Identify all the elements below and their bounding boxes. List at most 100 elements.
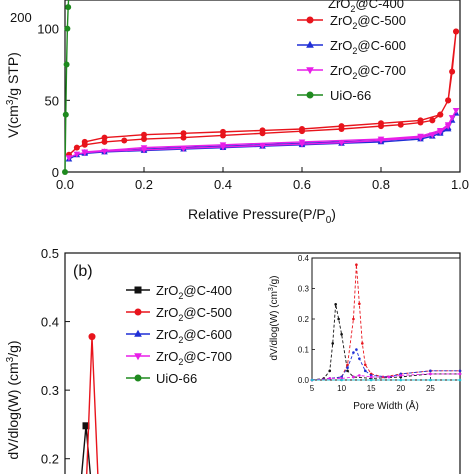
data-point — [63, 61, 70, 68]
panel-b-label: (b) — [73, 263, 93, 280]
data-point — [437, 111, 444, 118]
y-tick-label: 0.4 — [41, 315, 59, 330]
data-point — [180, 134, 187, 141]
data-point — [180, 145, 187, 152]
inset-data-point — [429, 372, 432, 376]
legend-marker — [306, 91, 314, 99]
data-point — [180, 130, 187, 137]
data-point — [81, 138, 88, 145]
inset-data-point — [355, 263, 358, 267]
data-point — [81, 149, 89, 156]
x-tick-label: 0.6 — [293, 177, 311, 192]
data-point — [299, 126, 305, 132]
legend-label: UiO-66 — [156, 371, 197, 386]
inset-data-point — [352, 351, 355, 354]
panel-a-plot — [62, 0, 460, 175]
inset-data-point — [352, 375, 355, 379]
inset-y-tick-label: 0.2 — [298, 315, 310, 324]
data-point — [101, 138, 108, 145]
panel-b-y-ticks: 0.2 0.3 0.4 0.5 — [41, 246, 70, 467]
inset-data-point — [346, 363, 349, 367]
data-point — [448, 115, 456, 122]
inset-data-point — [331, 342, 335, 345]
data-point — [429, 132, 436, 139]
legend-label: ZrO2@C-500 — [330, 13, 406, 31]
series-line — [86, 336, 99, 474]
legend-marker — [134, 329, 142, 337]
panel-a: 0.0 0.2 0.4 0.6 0.8 1.0 0 50 100 200 Relative P… — [5, 0, 469, 226]
data-point — [73, 151, 81, 158]
inset-data-point — [363, 363, 367, 367]
data-point — [449, 68, 456, 75]
y-tick-label: 0.2 — [41, 452, 59, 467]
legend-marker — [134, 374, 142, 382]
data-point — [121, 137, 128, 144]
data-point — [259, 127, 266, 134]
inset-data-point — [363, 369, 367, 373]
legend-marker — [134, 353, 142, 361]
x-tick-label: 0.4 — [214, 177, 232, 192]
data-point — [452, 107, 460, 114]
legend-marker — [134, 308, 142, 316]
y-tick-label: 0.5 — [41, 246, 59, 261]
data-point — [378, 120, 384, 127]
inset-data-point — [328, 377, 332, 380]
inset-x-tick-label: 15 — [367, 384, 376, 393]
panel-a-x-ticks: 0.0 0.2 0.4 0.6 0.8 1.0 — [56, 167, 469, 192]
legend-label: ZrO2@C-400 — [156, 283, 232, 301]
data-point — [445, 97, 452, 104]
legend-label: ZrO2@C-600 — [330, 38, 406, 56]
panel-b-plot — [80, 333, 99, 474]
data-point — [298, 139, 306, 146]
inset-y-tick-label: 0.3 — [298, 285, 310, 294]
inset-x-tick-label: 10 — [337, 384, 346, 393]
inset-frame — [311, 257, 461, 381]
y-tick-label: 0.3 — [41, 383, 59, 398]
legend-label: ZrO2@C-500 — [156, 305, 232, 323]
inset-plot — [310, 263, 462, 382]
inset-data-point — [340, 332, 343, 336]
inset-y-axis-label: dV/dlog(W) (cm3/g) — [268, 275, 280, 360]
inset-y-ticks: 0.0 0.1 0.2 0.3 0.4 — [298, 254, 315, 385]
inset-data-point — [369, 378, 373, 382]
legend-marker — [306, 40, 314, 48]
inset-x-axis-label: Pore Width (Å) — [353, 399, 419, 412]
inset-data-point — [355, 348, 358, 351]
inset-y-tick-label: 0.1 — [298, 346, 310, 355]
data-point — [338, 123, 345, 130]
legend-marker — [134, 286, 142, 294]
legend-marker — [306, 16, 314, 24]
inset-data-point — [358, 374, 361, 377]
inset-data-point — [399, 374, 403, 377]
inset-x-tick-label: 25 — [426, 384, 435, 393]
inset-data-point — [358, 357, 361, 360]
data-point — [88, 333, 96, 341]
legend-label: ZrO2@C-600 — [156, 327, 232, 345]
inset-data-point — [328, 369, 332, 373]
series-line — [80, 425, 92, 474]
panel-b-inset: 5 10 15 20 25 0.0 0.1 0.2 0.3 0.4 Pore Width (Å)… — [268, 254, 462, 412]
data-point — [62, 169, 68, 175]
y-tick-label: 50 — [45, 93, 59, 108]
inset-x-tick-label: 20 — [396, 384, 405, 393]
data-point — [436, 128, 444, 135]
x-tick-label: 1.0 — [451, 177, 469, 192]
inset-data-point — [458, 372, 462, 376]
inset-data-point — [361, 342, 364, 345]
data-point — [101, 134, 108, 141]
data-point — [141, 131, 147, 138]
data-point — [65, 155, 73, 162]
y-tick-label: 100 — [37, 22, 59, 37]
panel-a-y-axis-label: V(cm3/g STP) — [5, 52, 21, 138]
panel-b-y-axis-label: dV/dlog(W) (cm3/g) — [5, 340, 21, 459]
data-point — [73, 144, 80, 151]
inset-data-point — [458, 369, 462, 373]
data-point — [101, 148, 108, 155]
legend-label: ZrO2@C-700 — [330, 63, 406, 81]
inset-data-point — [369, 375, 373, 379]
legend-label: UiO-66 — [330, 88, 371, 103]
inset-data-point — [429, 369, 432, 373]
inset-data-point — [346, 369, 349, 373]
data-point — [453, 28, 460, 35]
